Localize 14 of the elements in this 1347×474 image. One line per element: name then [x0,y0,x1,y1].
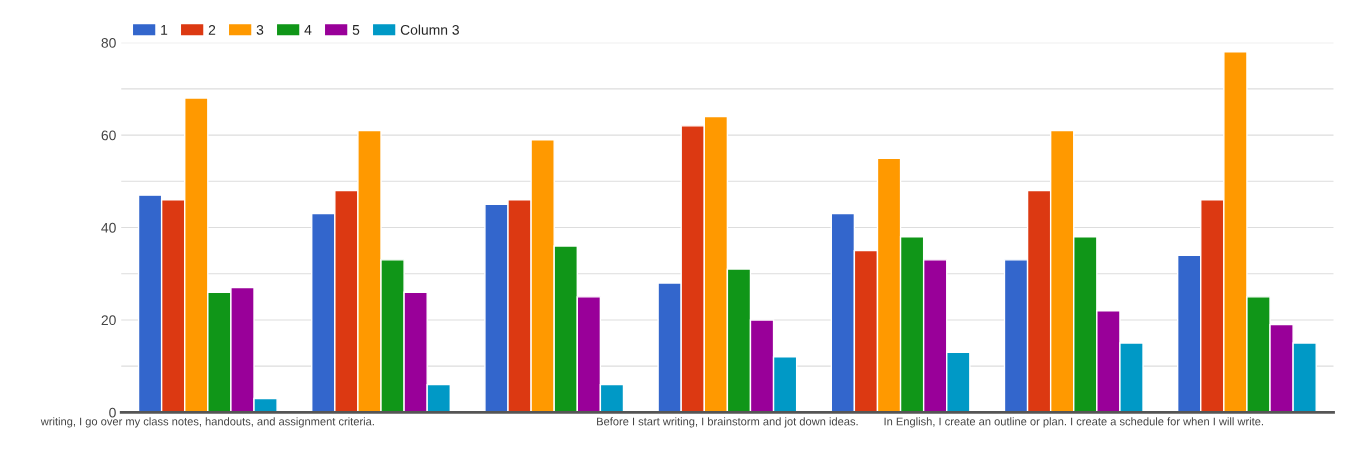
y-tick-label: 20 [101,315,116,326]
legend-label: 5 [352,25,360,35]
y-tick-label: 0 [109,407,116,418]
legend-label: 2 [208,24,216,35]
x-tick-label: Before I start writing, I brainstorm and jot down ideas. [597,417,858,428]
x-tick-label: In English, I create an outline or plan. I create a schedule for when I will write. [884,417,1263,428]
legend-label: 4 [304,25,312,35]
y-tick-label: 80 [101,37,116,48]
y-tick-label: 40 [101,222,116,233]
legend-label: 3 [256,24,264,35]
y-tick-label: 60 [101,130,116,141]
legend-label: 1 [161,25,168,35]
x-tick-label: writing, I go over my class notes, handouts, and assignment criteria. [40,417,374,428]
legend-label: Column 3 [400,24,459,35]
